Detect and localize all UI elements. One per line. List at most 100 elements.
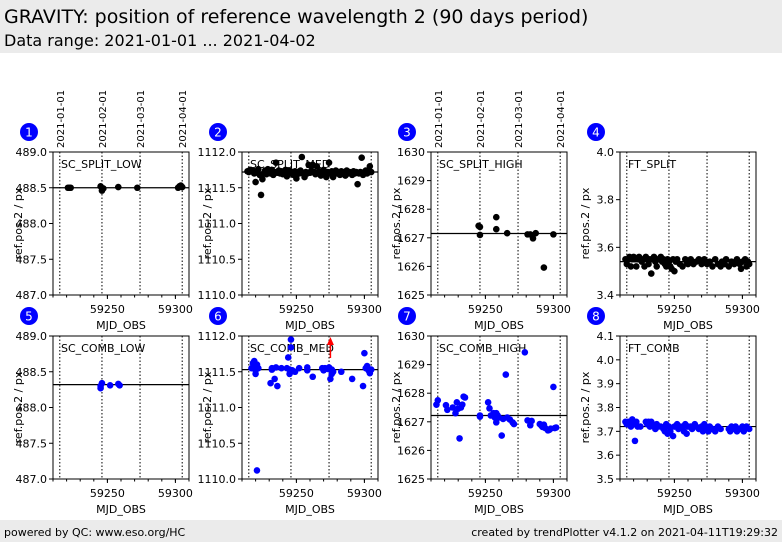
- data-point: [510, 420, 518, 428]
- data-point: [309, 373, 317, 381]
- x-tick-label: 59300: [347, 303, 382, 316]
- plot-frame: [430, 151, 568, 296]
- data-point: [114, 183, 122, 191]
- data-point: [461, 394, 469, 401]
- plot-number-badge: [587, 123, 605, 141]
- plot-number-badge: [398, 123, 416, 141]
- y-tick-label: 1111.5: [198, 366, 237, 379]
- data-point: [722, 255, 730, 263]
- y-tick-label: 3.6: [597, 241, 615, 254]
- plot-frame: [52, 335, 190, 480]
- x-axis-label: MJD_OBS: [96, 503, 146, 516]
- data-point: [366, 163, 374, 170]
- footer-bar: powered by QC: www.eso.org/HC created by…: [0, 520, 782, 542]
- data-point: [476, 223, 484, 231]
- plot-series-label: FT_COMB: [628, 342, 680, 355]
- data-point: [293, 175, 300, 182]
- x-tick-label: 59250: [657, 487, 692, 500]
- y-tick-label: 1111.5: [198, 182, 237, 195]
- data-point: [272, 159, 280, 167]
- data-point: [528, 417, 535, 425]
- data-point: [257, 191, 265, 199]
- plot-number-badge: [20, 307, 38, 325]
- y-axis-label: ref.pos.2 / px: [390, 371, 403, 443]
- x-tick-label: 59300: [536, 303, 571, 316]
- y-tick-label: 488.0: [16, 218, 48, 231]
- outlier-arrow-head: [326, 337, 334, 345]
- date-label: 2021-03-01: [514, 90, 525, 148]
- y-tick-label: 488.0: [16, 402, 48, 415]
- data-point: [298, 153, 306, 161]
- data-point: [627, 263, 635, 270]
- data-point: [252, 178, 259, 186]
- plot-frame: [619, 151, 757, 296]
- data-point: [679, 263, 686, 270]
- y-axis-label: ref.pos.2 / px: [201, 187, 214, 259]
- data-point: [255, 364, 262, 372]
- y-tick-label: 489.0: [16, 146, 48, 159]
- data-point: [503, 229, 511, 237]
- y-tick-label: 1626: [397, 444, 425, 457]
- data-point: [367, 168, 375, 176]
- data-point: [521, 349, 529, 356]
- y-tick-label: 4.1: [597, 330, 615, 343]
- x-axis-label: MJD_OBS: [96, 319, 146, 332]
- plot-series-label: SC_SPLIT_LOW: [61, 158, 142, 171]
- data-point: [303, 367, 311, 374]
- date-label: 2021-01-01: [434, 90, 445, 148]
- x-tick-label: 59300: [725, 487, 760, 500]
- data-point: [255, 165, 262, 173]
- footer-powered-by: powered by QC: www.eso.org/HC: [4, 526, 186, 539]
- data-point: [745, 425, 753, 433]
- y-tick-label: 3.9: [597, 378, 615, 391]
- y-tick-label: 487.5: [16, 437, 48, 450]
- data-point: [327, 375, 334, 383]
- x-tick-label: 59250: [657, 303, 692, 316]
- data-point: [540, 264, 548, 271]
- y-tick-label: 487.0: [16, 289, 48, 302]
- data-point: [253, 467, 261, 474]
- y-tick-label: 3.8: [597, 402, 615, 415]
- data-point: [359, 382, 367, 390]
- data-point: [484, 399, 492, 406]
- data-point: [486, 405, 493, 412]
- y-axis-label: ref.pos.2 / px: [579, 187, 592, 259]
- data-point: [329, 368, 337, 376]
- x-tick-label: 59250: [468, 303, 503, 316]
- x-axis-label: MJD_OBS: [285, 319, 335, 332]
- y-tick-label: 1628: [397, 203, 425, 216]
- data-point: [633, 263, 640, 270]
- data-point: [492, 213, 500, 221]
- plot-number-badge: [20, 123, 38, 141]
- y-tick-label: 487.5: [16, 253, 48, 266]
- plot-number-badge: [209, 307, 227, 325]
- plot-number-label: 2: [214, 126, 222, 140]
- plot-series-label: SC_COMB_LOW: [61, 342, 145, 355]
- data-point: [637, 423, 644, 430]
- data-point: [453, 399, 461, 406]
- plot-number-badge: [587, 307, 605, 325]
- data-point: [354, 180, 361, 188]
- plot-frame: [52, 151, 190, 296]
- y-tick-label: 1112.0: [198, 330, 237, 343]
- header-bar: GRAVITY: position of reference wavelengt…: [0, 0, 782, 53]
- data-point: [284, 354, 292, 361]
- y-tick-label: 1112.0: [198, 146, 237, 159]
- plot-series-label: FT_SPLIT: [628, 158, 676, 171]
- data-point: [449, 404, 457, 411]
- data-point: [313, 163, 321, 170]
- data-point: [498, 432, 506, 439]
- y-tick-label: 4.0: [597, 354, 615, 367]
- plot-series-label: SC_SPLIT_HIGH: [439, 158, 523, 171]
- plot-frame: [241, 335, 379, 480]
- y-tick-label: 1110.5: [198, 253, 237, 266]
- y-tick-label: 1625: [397, 473, 425, 486]
- data-point: [274, 382, 281, 390]
- date-label: 2021-04-01: [556, 90, 567, 148]
- y-tick-label: 1625: [397, 289, 425, 302]
- data-point: [492, 225, 500, 233]
- data-point: [529, 235, 537, 242]
- y-tick-label: 1111.0: [198, 402, 237, 415]
- data-point: [550, 383, 557, 391]
- data-point: [100, 185, 107, 192]
